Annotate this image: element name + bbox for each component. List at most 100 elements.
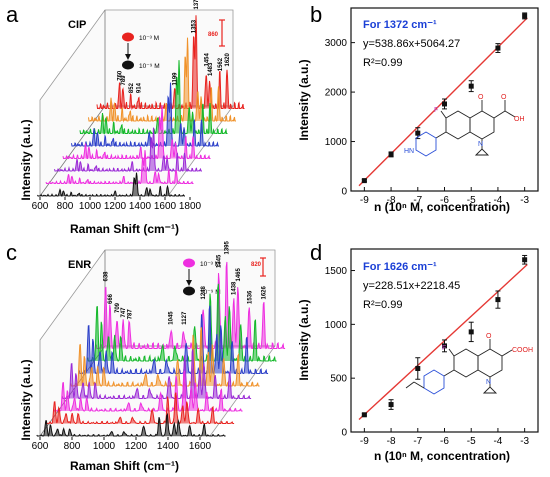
peak-label: 760 (118, 70, 124, 81)
peak-label: 1395 (225, 240, 231, 254)
peak-label: 1620 (225, 52, 231, 66)
spectrum-fill (53, 370, 243, 411)
x-tick-label: -7 (413, 436, 422, 447)
panel-b-annotation: For 1372 cm⁻¹ (363, 19, 437, 31)
panel-b-ylabel: Intensity (a.u.) (297, 59, 311, 140)
data-point (495, 45, 501, 51)
peak-label: 638 (104, 271, 110, 282)
y-tick-label: 0 (341, 187, 347, 198)
panel-b-plot: -9 -8 -7 -6 -5 -4 -3 0 1000 2000 3000 (325, 12, 530, 206)
x-tick-label: 1600 (189, 441, 212, 452)
x-tick-label: -8 (387, 195, 396, 206)
x-tick-label: 800 (64, 441, 81, 452)
enr-fluorine: F (442, 345, 446, 352)
cip-molecule-structure (415, 100, 516, 157)
data-point (415, 130, 421, 136)
x-tick-label: 1200 (104, 201, 127, 212)
panel-b-letter: b (310, 2, 322, 27)
panel-c-letter: c (6, 240, 17, 265)
data-point (361, 178, 367, 184)
x-tick-label: -7 (413, 195, 422, 206)
spectrum-fill (45, 392, 235, 424)
peak-label: 1199 (172, 72, 178, 86)
cip-fluorine: F (434, 107, 438, 114)
legend-high-marker (183, 258, 195, 268)
spectrum-line (61, 348, 252, 400)
y-tick-label: 3000 (325, 38, 348, 49)
panel-a-xlabel: Raman Shift (cm⁻¹) (70, 222, 179, 236)
peak-label: 1438 (232, 281, 238, 295)
peak-label: 1248 (201, 285, 207, 299)
panel-d-r2: R²=0.99 (363, 299, 402, 311)
spectrum-fill (79, 305, 269, 374)
panel-d-letter: d (310, 240, 322, 265)
y-tick-label: 0 (341, 428, 347, 439)
data-point (361, 412, 367, 418)
enr-nitrogen: N (486, 379, 491, 386)
peak-label: 914 (137, 82, 143, 93)
peak-label: 1536 (247, 290, 253, 304)
y-tick-label: 500 (330, 374, 347, 385)
spectrum-line (62, 105, 211, 160)
panel-a-x-ticks: 600 800 1000 1200 1400 1600 1800 (32, 197, 202, 212)
data-point (388, 151, 394, 157)
legend-low-marker (183, 286, 195, 296)
cip-amine: HN (404, 148, 414, 155)
data-point (495, 297, 501, 303)
panel-d-plot: -9 -8 -7 -6 -5 -4 -3 0 500 1000 1500 (325, 254, 530, 447)
spectrum-line (45, 150, 194, 185)
x-tick-label: 800 (57, 201, 74, 212)
panel-c-scale-bar: 820 (251, 257, 266, 277)
spectrum-line (36, 412, 226, 438)
enr-carboxyl: COOH (512, 347, 533, 354)
panel-c-x-ticks: 600 800 1000 1200 1400 1600 (32, 437, 212, 452)
x-tick-label: -6 (440, 436, 449, 447)
legend-high-label: 10⁻³ M (200, 261, 220, 268)
x-tick-label: 600 (32, 441, 49, 452)
data-point (388, 402, 394, 408)
panel-d-equation: y=228.51x+2218.45 (363, 280, 460, 292)
peak-label: 1562 (218, 57, 224, 71)
panel-c-xlabel: Raman Shift (cm⁻¹) (70, 459, 179, 473)
legend-low-label: 10⁻⁹ M (139, 63, 160, 70)
panel-a-ylabel: Intensity (a.u.) (19, 119, 33, 200)
peak-label: 1483 (208, 62, 214, 76)
peak-label: 787 (127, 309, 133, 320)
spectrum-fill (36, 414, 226, 436)
legend-low-label: 10⁻⁹ M (200, 289, 221, 296)
x-tick-label: -5 (467, 195, 476, 206)
x-tick-label: 1600 (154, 201, 177, 212)
spectrum-line (44, 392, 235, 425)
spectrum-fill (62, 349, 252, 399)
panel-c-ylabel: Intensity (a.u.) (19, 359, 33, 440)
fit-line (358, 264, 528, 421)
panel-c-legend: 10⁻³ M 10⁻⁹ M (183, 258, 221, 296)
spectrum-line (54, 127, 202, 172)
x-tick-label: 1400 (129, 201, 152, 212)
cip-oxygen-ketone: O (478, 94, 484, 101)
spectrum-line (53, 370, 243, 412)
enr-oxygen: O (486, 333, 492, 340)
x-tick-label: -8 (387, 436, 396, 447)
peak-label: 1345 (217, 254, 223, 268)
data-point (468, 83, 474, 89)
panel-d-ylabel: Intensity (a.u.) (297, 299, 311, 380)
panel-b-r2: R²=0.99 (363, 57, 402, 69)
peak-label: 789 (121, 75, 127, 86)
spectrum-line (70, 327, 260, 388)
data-point (468, 329, 474, 335)
x-tick-label: 600 (32, 201, 49, 212)
x-tick-label: -3 (520, 436, 529, 447)
panel-a-legend: 10⁻³ M 10⁻⁹ M (122, 32, 160, 70)
x-tick-label: 1200 (125, 441, 148, 452)
spectrum-line (37, 172, 185, 197)
x-tick-label: -6 (440, 195, 449, 206)
y-tick-label: 1500 (325, 266, 348, 277)
data-point (442, 343, 447, 349)
spectrum-line (71, 82, 219, 148)
peak-label: 1045 (169, 311, 175, 325)
